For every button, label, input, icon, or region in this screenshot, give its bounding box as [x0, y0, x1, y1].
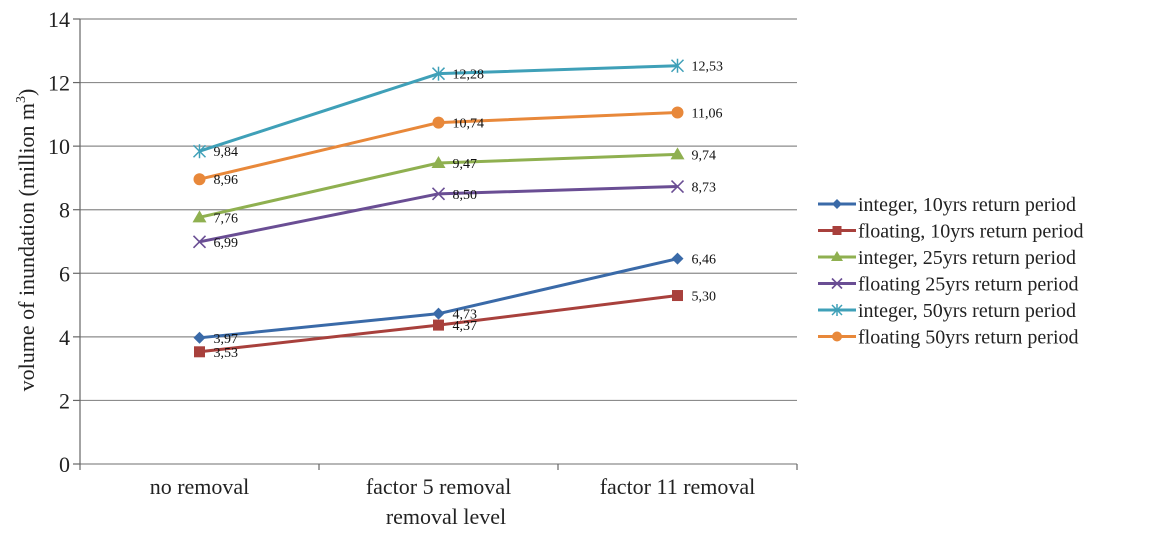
data-point — [431, 155, 446, 168]
legend-item: floating 25yrs return period — [818, 274, 1079, 296]
legend-label: floating 50yrs return period — [858, 327, 1079, 349]
data-label: 9,74 — [692, 148, 717, 163]
data-point — [670, 147, 685, 160]
series — [192, 179, 685, 249]
data-label: 9,84 — [214, 145, 239, 160]
data-label: 4,73 — [453, 308, 478, 323]
legend-label: integer, 50yrs return period — [858, 300, 1076, 322]
data-label: 12,28 — [453, 68, 485, 83]
y-tick-label: 10 — [48, 134, 70, 159]
legend-label: floating, 10yrs return period — [858, 221, 1084, 243]
y-tick-label: 14 — [48, 7, 70, 32]
y-tick-label: 0 — [59, 452, 70, 477]
legend-label: integer, 10yrs return period — [858, 194, 1076, 216]
data-point — [431, 187, 446, 201]
data-label: 9,47 — [453, 157, 478, 172]
data-point — [672, 290, 683, 302]
data-point — [192, 144, 207, 159]
data-label: 12,53 — [692, 60, 724, 75]
series — [194, 290, 683, 358]
data-point — [832, 199, 842, 209]
x-axis-title: removal level — [386, 504, 506, 529]
legend-item: integer, 10yrs return period — [818, 194, 1076, 216]
series — [192, 147, 685, 223]
x-category-label: no removal — [150, 474, 250, 499]
y-tick-label: 2 — [59, 388, 70, 413]
data-point — [192, 210, 207, 223]
y-tick-labels: 0 2 4 6 8 10 12 14 — [48, 7, 70, 477]
data-label: 11,06 — [692, 106, 723, 121]
data-label: 8,50 — [453, 188, 478, 203]
data-label: 6,46 — [692, 253, 717, 268]
legend: integer, 10yrs return period floating, 10… — [818, 194, 1084, 349]
y-tick-label: 4 — [59, 325, 70, 350]
data-labels: 3,97 4,73 6,46 3,53 4,37 5,30 7,76 9,47 9,74 6,99… — [214, 60, 724, 361]
data-point — [670, 58, 685, 73]
legend-label: floating 25yrs return period — [858, 274, 1079, 296]
data-point — [831, 304, 843, 316]
legend-item: floating 50yrs return period — [818, 327, 1079, 349]
y-tick-label: 8 — [59, 198, 70, 223]
data-point — [671, 252, 684, 265]
data-point — [193, 173, 206, 186]
series — [192, 58, 685, 159]
data-point — [432, 116, 445, 129]
y-tick-label: 6 — [59, 261, 70, 286]
data-label: 8,73 — [692, 181, 717, 196]
data-point — [192, 235, 207, 249]
data-point — [831, 277, 843, 290]
y-tick-label: 12 — [48, 71, 70, 96]
data-label: 6,99 — [214, 236, 239, 251]
data-label: 3,97 — [214, 332, 239, 347]
data-label: 5,30 — [692, 290, 717, 305]
data-point — [671, 106, 684, 119]
data-label: 10,74 — [453, 117, 485, 132]
data-point — [831, 251, 843, 261]
data-point — [432, 307, 445, 320]
data-label: 8,96 — [214, 173, 239, 188]
data-label: 7,76 — [214, 211, 239, 226]
data-point — [670, 179, 685, 194]
data-label: 3,53 — [214, 346, 239, 361]
series-group — [192, 58, 685, 358]
data-point — [194, 346, 205, 358]
data-point — [193, 331, 206, 344]
data-label: 4,37 — [453, 319, 478, 334]
y-axis-title: volume of inundation (million m3) — [14, 89, 39, 392]
data-point — [832, 226, 842, 235]
legend-label: integer, 25yrs return period — [858, 247, 1076, 269]
series — [193, 252, 684, 344]
legend-item: integer, 50yrs return period — [818, 300, 1076, 322]
data-point — [431, 66, 446, 81]
data-point — [832, 331, 842, 342]
x-category-label: factor 11 removal — [600, 474, 756, 499]
gridlines — [73, 18, 798, 470]
legend-item: floating, 10yrs return period — [818, 221, 1084, 243]
legend-item: integer, 25yrs return period — [818, 247, 1076, 269]
x-category-labels: no removal factor 5 removal factor 11 remo… — [150, 474, 756, 499]
series — [193, 106, 684, 186]
x-category-label: factor 5 removal — [366, 474, 511, 499]
data-point — [433, 319, 444, 331]
